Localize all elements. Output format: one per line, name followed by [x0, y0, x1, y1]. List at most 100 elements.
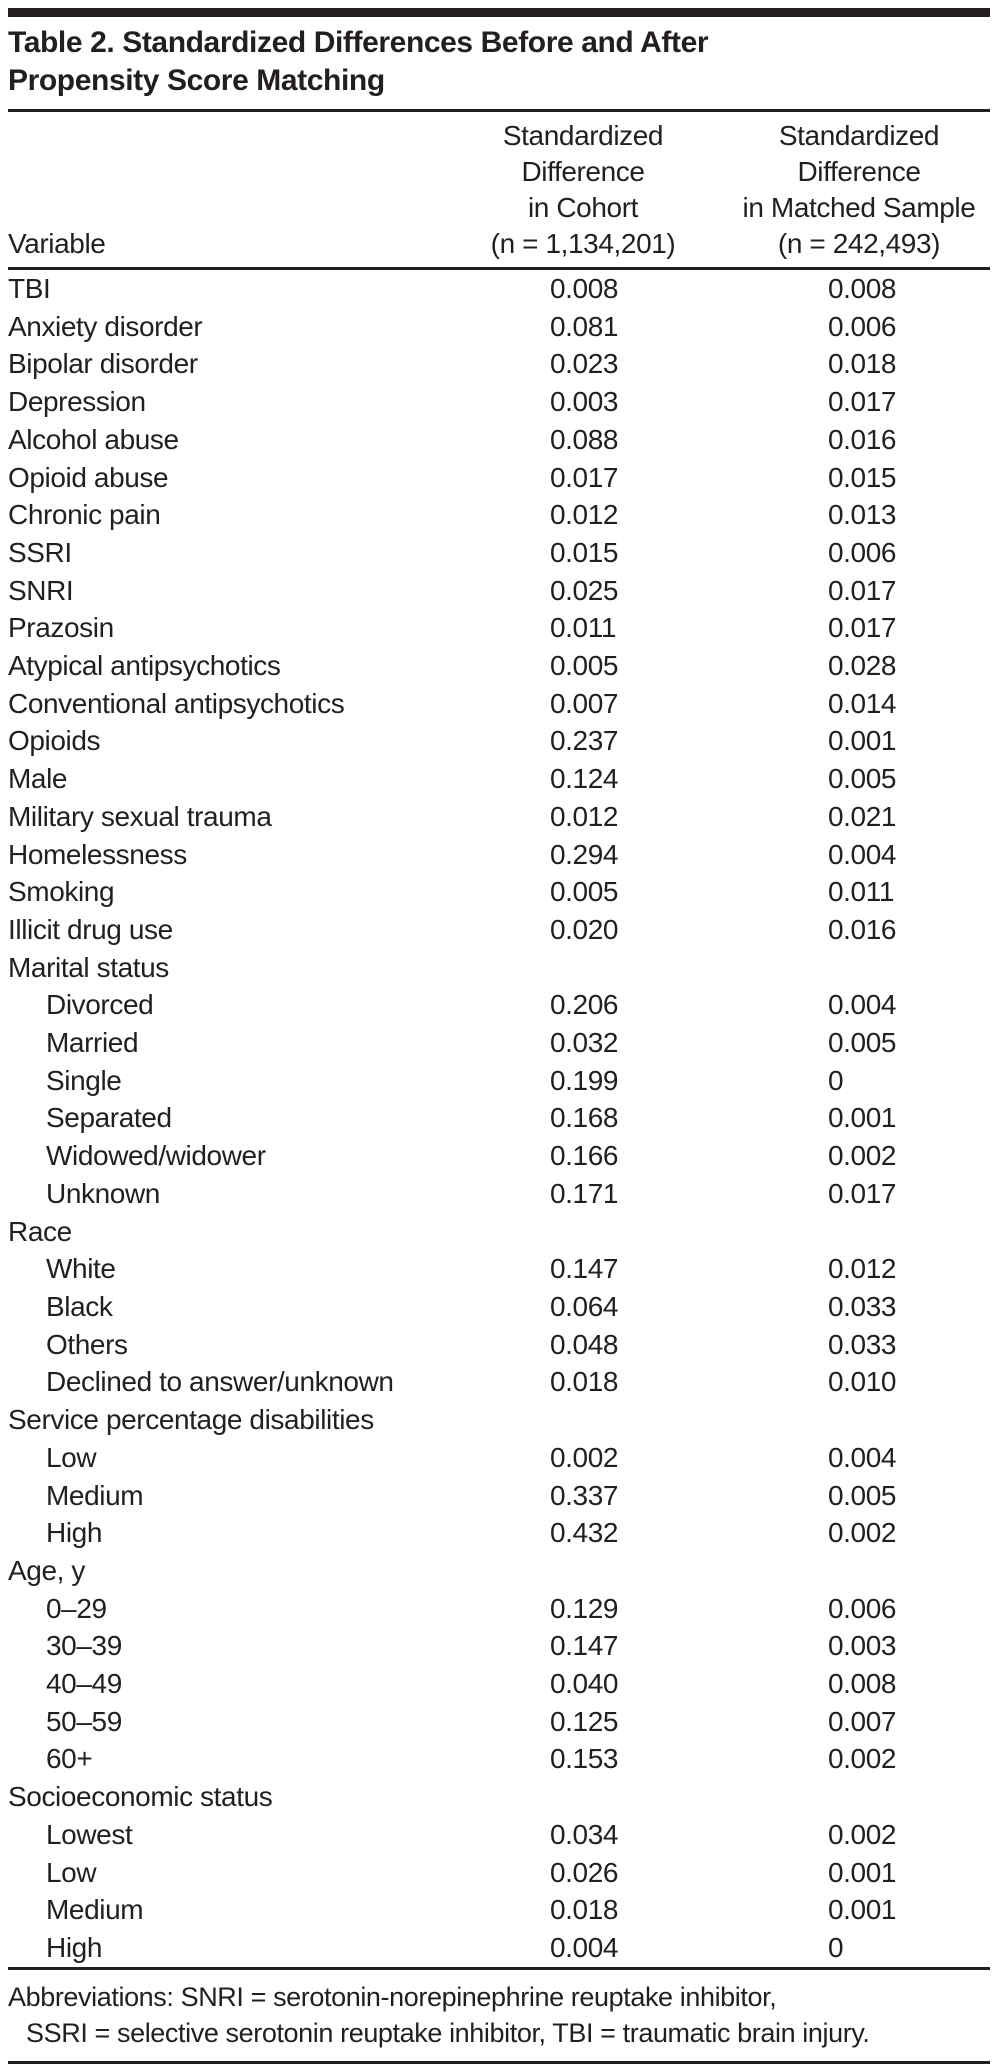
variable-label: Smoking	[8, 876, 115, 908]
cohort-value: 0.125	[550, 1705, 619, 1737]
matched-sample-value: 0.016	[828, 913, 897, 945]
table-row: Male 0.124 0.005	[8, 760, 990, 798]
table-footnote: Abbreviations: SNRI = serotonin-norepine…	[8, 1970, 990, 2064]
matched-sample-value: 0.033	[828, 1328, 897, 1360]
variable-label: Medium	[46, 1894, 144, 1926]
variable-label: Divorced	[46, 989, 154, 1021]
matched-sample-value: 0.005	[828, 1479, 897, 1511]
section-row: Socioeconomic status	[8, 1778, 990, 1816]
section-label: Socioeconomic status	[8, 1781, 273, 1813]
table-row: Low 0.002 0.004	[8, 1439, 990, 1477]
variable-label: Single	[46, 1064, 122, 1096]
matched-sample-value	[728, 1778, 990, 1816]
cohort-value: 0.032	[550, 1027, 619, 1059]
variable-label: Opioid abuse	[8, 461, 169, 493]
variable-label: Low	[46, 1441, 97, 1473]
cohort-value: 0.023	[550, 348, 619, 380]
header-row: Variable Standardized Difference in Coho…	[8, 112, 990, 270]
matched-sample-value: 0.008	[828, 273, 897, 304]
variable-label: Homelessness	[8, 838, 187, 870]
cohort-value	[438, 1213, 728, 1251]
cohort-value: 0.294	[550, 838, 619, 870]
cohort-value: 0.018	[550, 1894, 619, 1926]
matched-sample-value: 0.033	[828, 1290, 897, 1322]
matched-sample-value: 0.004	[828, 989, 897, 1021]
cohort-value: 0.020	[550, 913, 619, 945]
variable-label: Unknown	[46, 1177, 160, 1209]
variable-label: Low	[46, 1856, 97, 1888]
variable-label: Alcohol abuse	[8, 423, 179, 455]
matched-sample-value	[728, 1552, 990, 1590]
variable-label: Chronic pain	[8, 499, 161, 531]
table-row: Bipolar disorder 0.023 0.018	[8, 345, 990, 383]
matched-sample-value: 0.016	[828, 423, 897, 455]
cohort-value: 0.206	[550, 989, 619, 1021]
table-row: Widowed/widower 0.166 0.002	[8, 1137, 990, 1175]
variable-label: 30–39	[46, 1630, 122, 1662]
table-row: Declined to answer/unknown 0.018 0.010	[8, 1363, 990, 1401]
variable-label: White	[46, 1253, 116, 1285]
matched-sample-value: 0.001	[828, 1894, 897, 1926]
matched-sample-value: 0.004	[828, 838, 897, 870]
variable-label: Medium	[46, 1479, 144, 1511]
variable-label: TBI	[8, 273, 51, 304]
cohort-value: 0.026	[550, 1856, 619, 1888]
table-row: High 0.432 0.002	[8, 1514, 990, 1552]
matched-sample-value: 0.017	[828, 574, 897, 606]
table-row: 50–59 0.125 0.007	[8, 1703, 990, 1741]
cohort-value: 0.012	[550, 499, 619, 531]
variable-label: Military sexual trauma	[8, 800, 272, 832]
footnote-line-1: Abbreviations: SNRI = serotonin-norepine…	[8, 1981, 777, 2012]
variable-label: 40–49	[46, 1668, 122, 1700]
table-row: Chronic pain 0.012 0.013	[8, 496, 990, 534]
table-row: Homelessness 0.294 0.004	[8, 836, 990, 874]
cohort-value: 0.008	[550, 273, 619, 304]
table-row: Medium 0.337 0.005	[8, 1477, 990, 1515]
cohort-value: 0.199	[550, 1064, 619, 1096]
matched-sample-value: 0.007	[828, 1705, 897, 1737]
variable-label: Bipolar disorder	[8, 348, 198, 380]
matched-sample-value: 0.006	[828, 310, 897, 342]
cohort-value: 0.166	[550, 1140, 619, 1172]
matched-sample-value: 0.001	[828, 1856, 897, 1888]
matched-sample-value: 0.002	[828, 1140, 897, 1172]
matched-sample-value: 0.002	[828, 1743, 897, 1775]
matched-sample-value: 0.006	[828, 536, 897, 568]
variable-label: SNRI	[8, 574, 74, 606]
cohort-value: 0.002	[550, 1441, 619, 1473]
variable-label: 0–29	[46, 1592, 107, 1624]
matched-sample-value: 0.013	[828, 499, 897, 531]
cohort-value	[438, 1778, 728, 1816]
cohort-value: 0.025	[550, 574, 619, 606]
matched-sample-value: 0.014	[828, 687, 897, 719]
section-label: Age, y	[8, 1554, 85, 1586]
table-title: Table 2. Standardized Differences Before…	[8, 24, 990, 112]
table-row: Divorced 0.206 0.004	[8, 986, 990, 1024]
section-row: Age, y	[8, 1552, 990, 1590]
section-row: Marital status	[8, 949, 990, 987]
cohort-value: 0.171	[550, 1177, 619, 1209]
cohort-value: 0.064	[550, 1290, 619, 1322]
variable-label: Separated	[46, 1102, 172, 1134]
matched-sample-value: 0.017	[828, 1177, 897, 1209]
column-header-cohort: Standardized Difference in Cohort (n = 1…	[438, 112, 728, 270]
table-row: Prazosin 0.011 0.017	[8, 609, 990, 647]
matched-sample-value: 0.010	[828, 1366, 897, 1398]
table-row: Unknown 0.171 0.017	[8, 1175, 990, 1213]
cohort-value: 0.003	[550, 386, 619, 418]
table-row: Medium 0.018 0.001	[8, 1891, 990, 1929]
matched-sample-value: 0.002	[828, 1818, 897, 1850]
table-row: Atypical antipsychotics 0.005 0.028	[8, 647, 990, 685]
section-label: Race	[8, 1215, 72, 1247]
cohort-value: 0.015	[550, 536, 619, 568]
variable-label: High	[8, 1928, 438, 1970]
variable-label: 50–59	[46, 1705, 122, 1737]
cohort-value: 0.153	[550, 1743, 619, 1775]
variable-label: High	[46, 1517, 102, 1549]
variable-label: Depression	[8, 386, 146, 418]
cohort-value: 0.034	[550, 1818, 619, 1850]
table-row: TBI 0.008 0.008	[8, 269, 990, 308]
cohort-value: 0.237	[550, 725, 619, 757]
table-row: Lowest 0.034 0.002	[8, 1816, 990, 1854]
variable-label: Illicit drug use	[8, 913, 173, 945]
